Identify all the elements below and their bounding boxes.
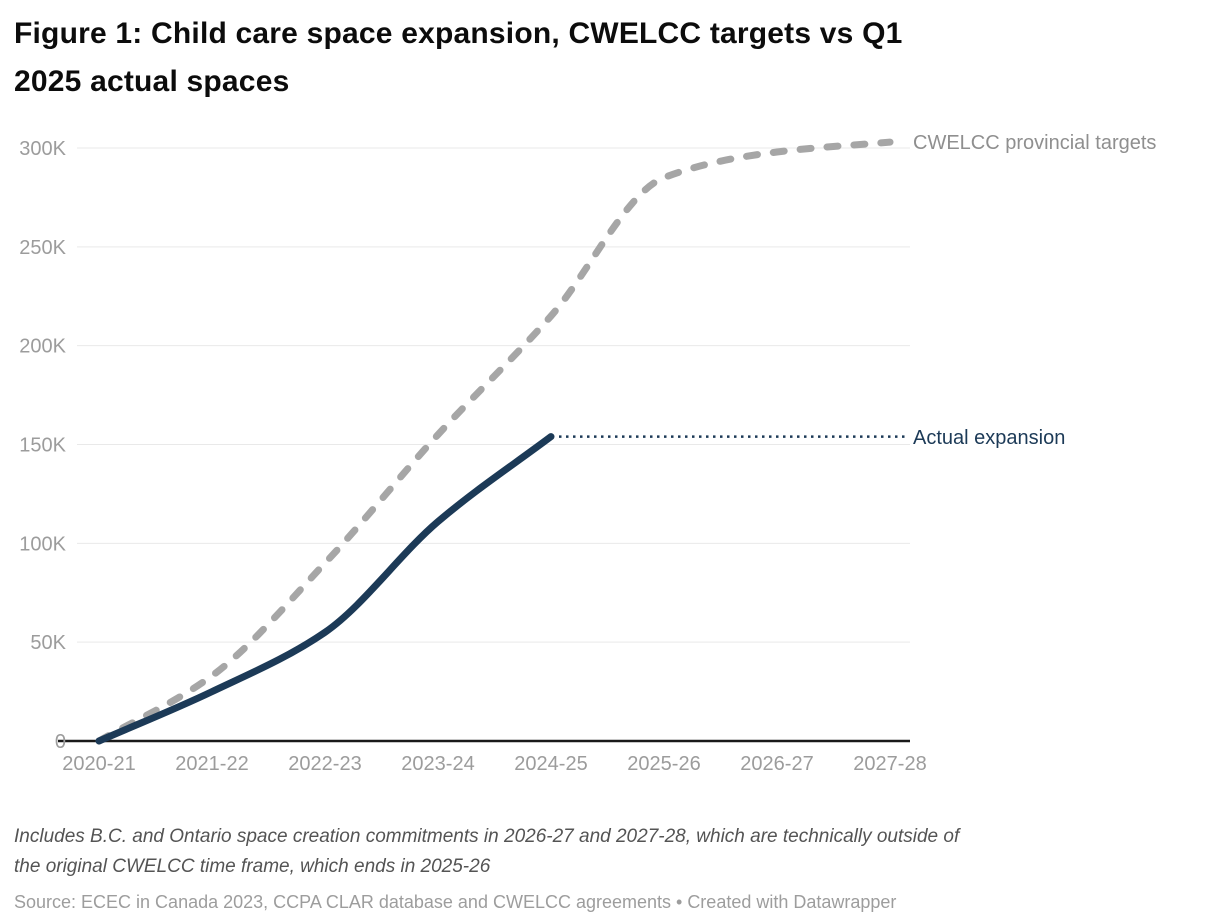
- y-tick-label: 200K: [19, 336, 66, 358]
- x-tick-label: 2023-24: [401, 753, 474, 775]
- x-tick-label: 2022-23: [288, 753, 361, 775]
- gridlines-group: [58, 147, 910, 743]
- y-axis-labels-group: 0 50K 100K 150K 200K 250K 300K: [19, 138, 66, 753]
- chart-title: Figure 1: Child care space expansion, CW…: [14, 17, 903, 98]
- x-tick-label: 2025-26: [627, 753, 700, 775]
- chart-footnote: Includes B.C. and Ontario space creation…: [14, 826, 960, 877]
- y-tick-label: 50K: [30, 632, 66, 654]
- x-tick-label: 2020-21: [62, 753, 135, 775]
- y-tick-label: 100K: [19, 533, 66, 555]
- actual-solid-line: [95, 433, 555, 745]
- x-tick-label: 2027-28: [853, 753, 926, 775]
- y-tick-label: 250K: [19, 237, 66, 259]
- y-tick-label: 0: [55, 731, 66, 753]
- targets-dashed-line: [95, 138, 894, 745]
- x-tick-label: 2026-27: [740, 753, 813, 775]
- x-tick-label: 2021-22: [175, 753, 248, 775]
- y-tick-label: 150K: [19, 435, 66, 457]
- chart-source-line: Source: ECEC in Canada 2023, CCPA CLAR d…: [14, 892, 897, 912]
- x-axis-labels-group: 2020-21 2021-22 2022-23 2023-24 2024-25 2025-…: [62, 753, 926, 775]
- series-label-actual: Actual expansion: [913, 427, 1065, 449]
- series-label-targets: CWELCC provincial targets: [913, 132, 1156, 154]
- y-tick-label: 300K: [19, 138, 66, 160]
- x-tick-label: 2024-25: [514, 753, 587, 775]
